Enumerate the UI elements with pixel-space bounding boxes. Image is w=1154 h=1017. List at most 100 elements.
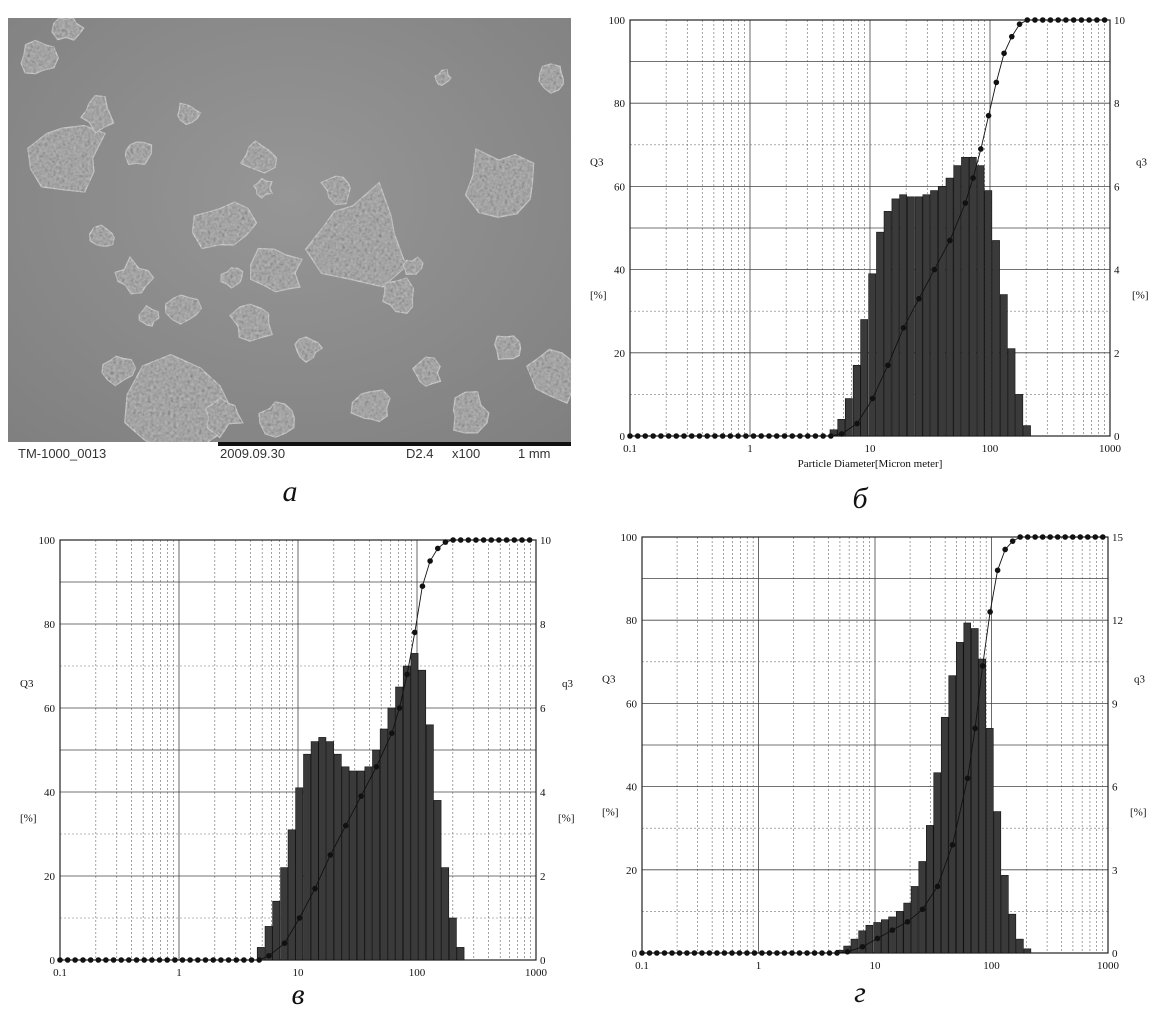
Q3-point xyxy=(639,950,645,956)
y-left-tick-label: 100 xyxy=(621,532,638,544)
y-left-axis-label: Q3 xyxy=(20,678,34,690)
caption-v: в xyxy=(291,978,305,1011)
Q3-point xyxy=(797,433,803,439)
q3-bar xyxy=(333,753,342,961)
Q3-point xyxy=(195,957,201,963)
Q3-point xyxy=(218,957,224,963)
Q3-point xyxy=(1016,21,1023,27)
sem-particle xyxy=(452,391,490,434)
x-tick-label: 1 xyxy=(176,967,182,979)
Q3-point xyxy=(949,842,956,848)
Q3-point xyxy=(1078,17,1085,23)
sem-image xyxy=(8,18,571,464)
Q3-point xyxy=(642,433,649,439)
y-right-tick-label: 4 xyxy=(540,787,546,799)
sem-particle xyxy=(538,63,565,94)
Q3-point xyxy=(141,957,148,963)
Q3-point xyxy=(712,433,718,439)
sem-particle xyxy=(258,401,295,438)
y-right-tick-label: 10 xyxy=(1114,15,1126,27)
y-left-tick-label: 80 xyxy=(44,619,56,631)
q3-bar xyxy=(961,156,969,437)
q3-bar xyxy=(906,196,915,437)
sem-particle xyxy=(494,335,522,360)
Q3-point xyxy=(736,950,743,956)
sem-particle xyxy=(80,94,115,134)
q3-bar xyxy=(1007,348,1016,437)
q3-bar xyxy=(1023,425,1031,437)
Q3-point xyxy=(118,957,125,963)
sem-particle xyxy=(350,389,391,423)
Q3-point xyxy=(721,950,728,956)
Q3-point xyxy=(758,433,765,439)
q3-bar xyxy=(303,753,312,961)
q3-bar xyxy=(926,825,934,954)
Q3-point xyxy=(1024,17,1031,23)
sem-particle xyxy=(249,247,303,293)
Q3-point xyxy=(820,433,826,439)
q3-bar xyxy=(379,728,388,961)
x-tick-label: 1000 xyxy=(525,967,548,979)
Q3-point xyxy=(743,433,749,439)
x-tick-label: 100 xyxy=(983,960,1000,972)
y-right-axis-unit: [%] xyxy=(1132,290,1149,302)
Q3-point xyxy=(519,537,525,543)
sem-particle xyxy=(191,201,258,250)
Q3-point xyxy=(312,885,318,892)
Q3-point xyxy=(978,146,984,152)
Q3-point xyxy=(1063,17,1069,23)
sem-particle xyxy=(252,177,273,199)
Q3-point xyxy=(110,957,117,963)
x-tick-label: 0.1 xyxy=(623,443,637,455)
q3-bar xyxy=(844,398,853,437)
y-right-tick-label: 6 xyxy=(1112,782,1118,794)
Q3-point xyxy=(828,433,834,439)
Q3-point xyxy=(719,433,726,439)
Q3-point xyxy=(411,629,418,636)
q3-bar xyxy=(356,770,365,961)
Q3-point xyxy=(665,433,672,439)
q3-bar xyxy=(888,916,896,954)
q3-bar xyxy=(287,829,296,961)
q3-bar xyxy=(933,772,941,954)
sem-particle xyxy=(412,356,442,387)
x-tick-label: 1 xyxy=(756,960,762,972)
y-right-tick-label: 0 xyxy=(540,955,546,967)
sem-particle xyxy=(177,102,202,125)
x-tick-label: 0.1 xyxy=(635,960,649,972)
Q3-point xyxy=(396,705,403,711)
Q3-point xyxy=(854,420,860,427)
q3-bar xyxy=(349,770,357,961)
sem-mag-label: x100 xyxy=(452,446,481,461)
y-left-tick-label: 40 xyxy=(44,787,56,799)
y-left-tick-label: 100 xyxy=(39,535,56,547)
Q3-point xyxy=(962,200,969,206)
Q3-point xyxy=(1077,534,1084,540)
Q3-point xyxy=(729,950,735,956)
psd-chart-b: 0.1 1 10 100 10000204060801000246810Particle… xyxy=(590,15,1149,470)
Q3-point xyxy=(994,567,1001,574)
x-tick-label: 1000 xyxy=(1099,443,1122,455)
Q3-point xyxy=(781,950,788,956)
y-left-tick-label: 40 xyxy=(614,265,626,277)
y-left-tick-label: 20 xyxy=(44,871,56,883)
y-right-tick-label: 3 xyxy=(1112,865,1118,877)
q3-bar xyxy=(272,900,281,961)
Q3-point xyxy=(889,927,896,933)
chart-panel-b: 0.1 1 10 100 1000 0 20 40 60 80 100 0 2 4 6 8 10 Particle… xyxy=(578,0,1154,480)
Q3-point xyxy=(419,583,426,589)
Q3-point xyxy=(164,957,171,963)
q3-bar xyxy=(914,196,923,437)
y-left-tick-label: 80 xyxy=(626,615,638,627)
y-right-tick-label: 4 xyxy=(1114,265,1120,277)
x-tick-label: 100 xyxy=(409,967,426,979)
Q3-point xyxy=(465,537,472,543)
caption-b: б xyxy=(852,482,868,515)
q3-bar xyxy=(992,240,1000,437)
Q3-point xyxy=(627,433,633,439)
q3-bar xyxy=(963,622,972,954)
y-right-tick-label: 10 xyxy=(540,535,552,547)
y-left-tick-label: 60 xyxy=(44,703,56,715)
Q3-point xyxy=(241,957,247,963)
Q3-point xyxy=(987,609,993,615)
